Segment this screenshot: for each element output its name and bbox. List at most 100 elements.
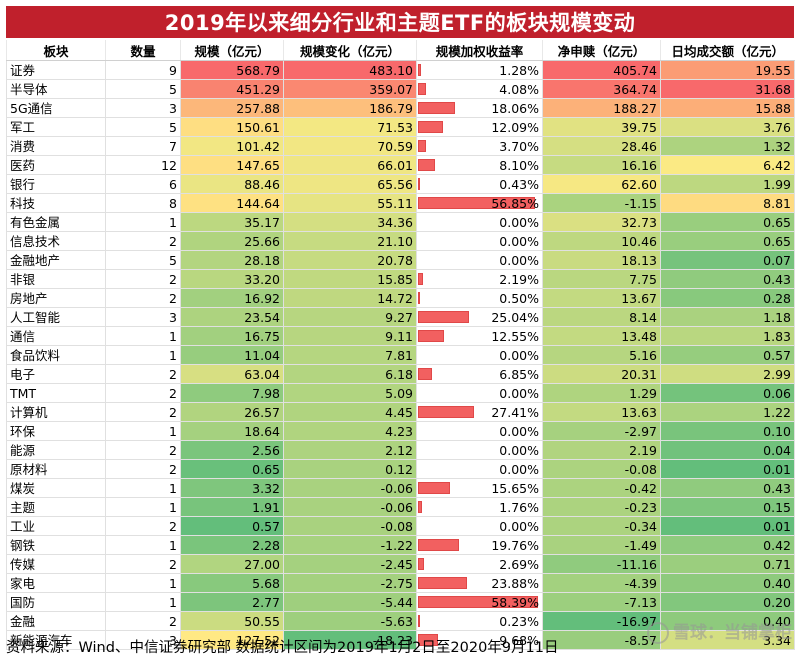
- cell-scale: 2.56: [180, 440, 284, 460]
- return-value: 0.00%: [499, 518, 539, 534]
- cell-change: 15.85: [283, 269, 417, 289]
- cell-count: 2: [105, 364, 181, 384]
- cell-count: 9: [105, 60, 181, 80]
- cell-scale: 28.18: [180, 250, 284, 270]
- cell-net-flow: 62.60: [542, 174, 661, 194]
- cell-turnover: 0.04: [660, 440, 795, 460]
- return-value: 0.43%: [499, 176, 539, 192]
- cell-scale: 127.52: [180, 630, 284, 650]
- cell-change: -0.08: [283, 516, 417, 536]
- cell-count: 2: [105, 554, 181, 574]
- cell-net-flow: 13.63: [542, 402, 661, 422]
- cell-change: 66.01: [283, 155, 417, 175]
- col-header-return: 规模加权收益率: [416, 40, 543, 61]
- cell-net-flow: 5.16: [542, 345, 661, 365]
- cell-return: 23.88%: [416, 573, 543, 593]
- cell-scale: 150.61: [180, 117, 284, 137]
- return-data-bar: [418, 197, 535, 209]
- cell-count: 3: [105, 98, 181, 118]
- cell-return: 19.76%: [416, 535, 543, 555]
- cell-net-flow: -1.49: [542, 535, 661, 555]
- cell-count: 1: [105, 497, 181, 517]
- cell-change: 34.36: [283, 212, 417, 232]
- cell-change: 14.72: [283, 288, 417, 308]
- return-data-bar: [418, 178, 420, 190]
- cell-net-flow: -1.15: [542, 193, 661, 213]
- cell-net-flow: 13.67: [542, 288, 661, 308]
- cell-change: 7.81: [283, 345, 417, 365]
- cell-turnover: 0.65: [660, 212, 795, 232]
- col-header-turnover: 日均成交额（亿元）: [660, 40, 795, 61]
- return-value: 0.00%: [499, 252, 539, 268]
- watermark-text: 雪球：当铺掌柜: [673, 623, 792, 643]
- cell-scale: 11.04: [180, 345, 284, 365]
- cell-count: 2: [105, 459, 181, 479]
- return-data-bar: [418, 539, 459, 551]
- table-row: 金融地产 5 28.18 20.78 0.00% 18.13 0.07: [6, 250, 795, 270]
- cell-sector: 通信: [6, 326, 106, 346]
- cell-net-flow: -0.08: [542, 459, 661, 479]
- return-value: 3.70%: [499, 138, 539, 154]
- cell-turnover: 8.81: [660, 193, 795, 213]
- table-row: 新能源汽车 3 127.52 -18.23 9.68% -8.57 3.34: [6, 630, 795, 650]
- cell-return: 2.69%: [416, 554, 543, 574]
- cell-return: 3.70%: [416, 136, 543, 156]
- cell-turnover: 2.99: [660, 364, 795, 384]
- cell-change: 70.59: [283, 136, 417, 156]
- cell-change: 186.79: [283, 98, 417, 118]
- cell-change: 359.07: [283, 79, 417, 99]
- cell-return: 0.00%: [416, 231, 543, 251]
- table-row: 钢铁 1 2.28 -1.22 19.76% -1.49 0.42: [6, 535, 795, 555]
- return-data-bar: [418, 406, 475, 418]
- cell-return: 1.76%: [416, 497, 543, 517]
- return-value: 9.68%: [499, 632, 539, 648]
- cell-scale: 0.65: [180, 459, 284, 479]
- cell-turnover: 0.15: [660, 497, 795, 517]
- cell-net-flow: 7.75: [542, 269, 661, 289]
- cell-sector: 房地产: [6, 288, 106, 308]
- table-row: 能源 2 2.56 2.12 0.00% 2.19 0.04: [6, 440, 795, 460]
- source-footnote: 资料来源：Wind、中信证券研究部 数据统计区间为2019年1月2日至2020年…: [6, 640, 559, 656]
- cell-scale: 2.77: [180, 592, 284, 612]
- return-data-bar: [418, 330, 444, 342]
- cell-scale: 63.04: [180, 364, 284, 384]
- cell-scale: 7.98: [180, 383, 284, 403]
- cell-change: -0.06: [283, 478, 417, 498]
- cell-return: 0.43%: [416, 174, 543, 194]
- table-row: 食品饮料 1 11.04 7.81 0.00% 5.16 0.57: [6, 345, 795, 365]
- return-data-bar: [418, 273, 423, 285]
- cell-turnover: 15.88: [660, 98, 795, 118]
- return-data-bar: [418, 634, 438, 646]
- cell-scale: 451.29: [180, 79, 284, 99]
- cell-return: 56.85%: [416, 193, 543, 213]
- cell-net-flow: -0.42: [542, 478, 661, 498]
- return-value: 0.00%: [499, 423, 539, 439]
- table-row: 家电 1 5.68 -2.75 23.88% -4.39 0.40: [6, 573, 795, 593]
- cell-sector: 5G通信: [6, 98, 106, 118]
- cell-net-flow: 364.74: [542, 79, 661, 99]
- table-row: 通信 1 16.75 9.11 12.55% 13.48 1.83: [6, 326, 795, 346]
- cell-net-flow: 20.31: [542, 364, 661, 384]
- cell-turnover: 0.01: [660, 516, 795, 536]
- cell-net-flow: -7.13: [542, 592, 661, 612]
- return-value: 8.10%: [499, 157, 539, 173]
- return-value: 0.00%: [499, 442, 539, 458]
- cell-count: 3: [105, 307, 181, 327]
- table-row: 半导体 5 451.29 359.07 4.08% 364.74 31.68: [6, 79, 795, 99]
- cell-return: 4.08%: [416, 79, 543, 99]
- table-row: 环保 1 18.64 4.23 0.00% -2.97 0.10: [6, 421, 795, 441]
- cell-count: 5: [105, 79, 181, 99]
- cell-sector: 主题: [6, 497, 106, 517]
- cell-count: 2: [105, 611, 181, 631]
- cell-count: 1: [105, 345, 181, 365]
- return-data-bar: [418, 558, 424, 570]
- cell-turnover: 0.71: [660, 554, 795, 574]
- cell-turnover: 0.57: [660, 345, 795, 365]
- cell-sector: 金融地产: [6, 250, 106, 270]
- cell-sector: 消费: [6, 136, 106, 156]
- cell-change: 21.10: [283, 231, 417, 251]
- cell-turnover: 19.55: [660, 60, 795, 80]
- cell-net-flow: 405.74: [542, 60, 661, 80]
- cell-sector: 非银: [6, 269, 106, 289]
- cell-turnover: 0.10: [660, 421, 795, 441]
